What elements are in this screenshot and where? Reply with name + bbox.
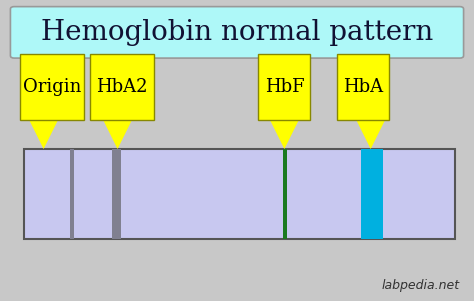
Polygon shape — [270, 120, 299, 149]
Text: labpedia.net: labpedia.net — [382, 279, 460, 292]
Text: HbA: HbA — [343, 78, 383, 96]
FancyBboxPatch shape — [10, 7, 464, 58]
Bar — [20, 54, 84, 120]
Bar — [24, 149, 455, 239]
Polygon shape — [29, 120, 58, 149]
Polygon shape — [356, 120, 385, 149]
Text: Origin: Origin — [23, 78, 81, 96]
Bar — [283, 149, 287, 239]
Bar — [258, 54, 310, 120]
Bar — [90, 54, 154, 120]
Polygon shape — [103, 120, 132, 149]
Bar — [361, 149, 383, 239]
Bar — [112, 149, 121, 239]
Bar — [337, 54, 389, 120]
Text: Hemoglobin normal pattern: Hemoglobin normal pattern — [41, 19, 433, 46]
Text: HbF: HbF — [264, 78, 304, 96]
Text: HbA2: HbA2 — [96, 78, 148, 96]
Bar — [70, 149, 74, 239]
